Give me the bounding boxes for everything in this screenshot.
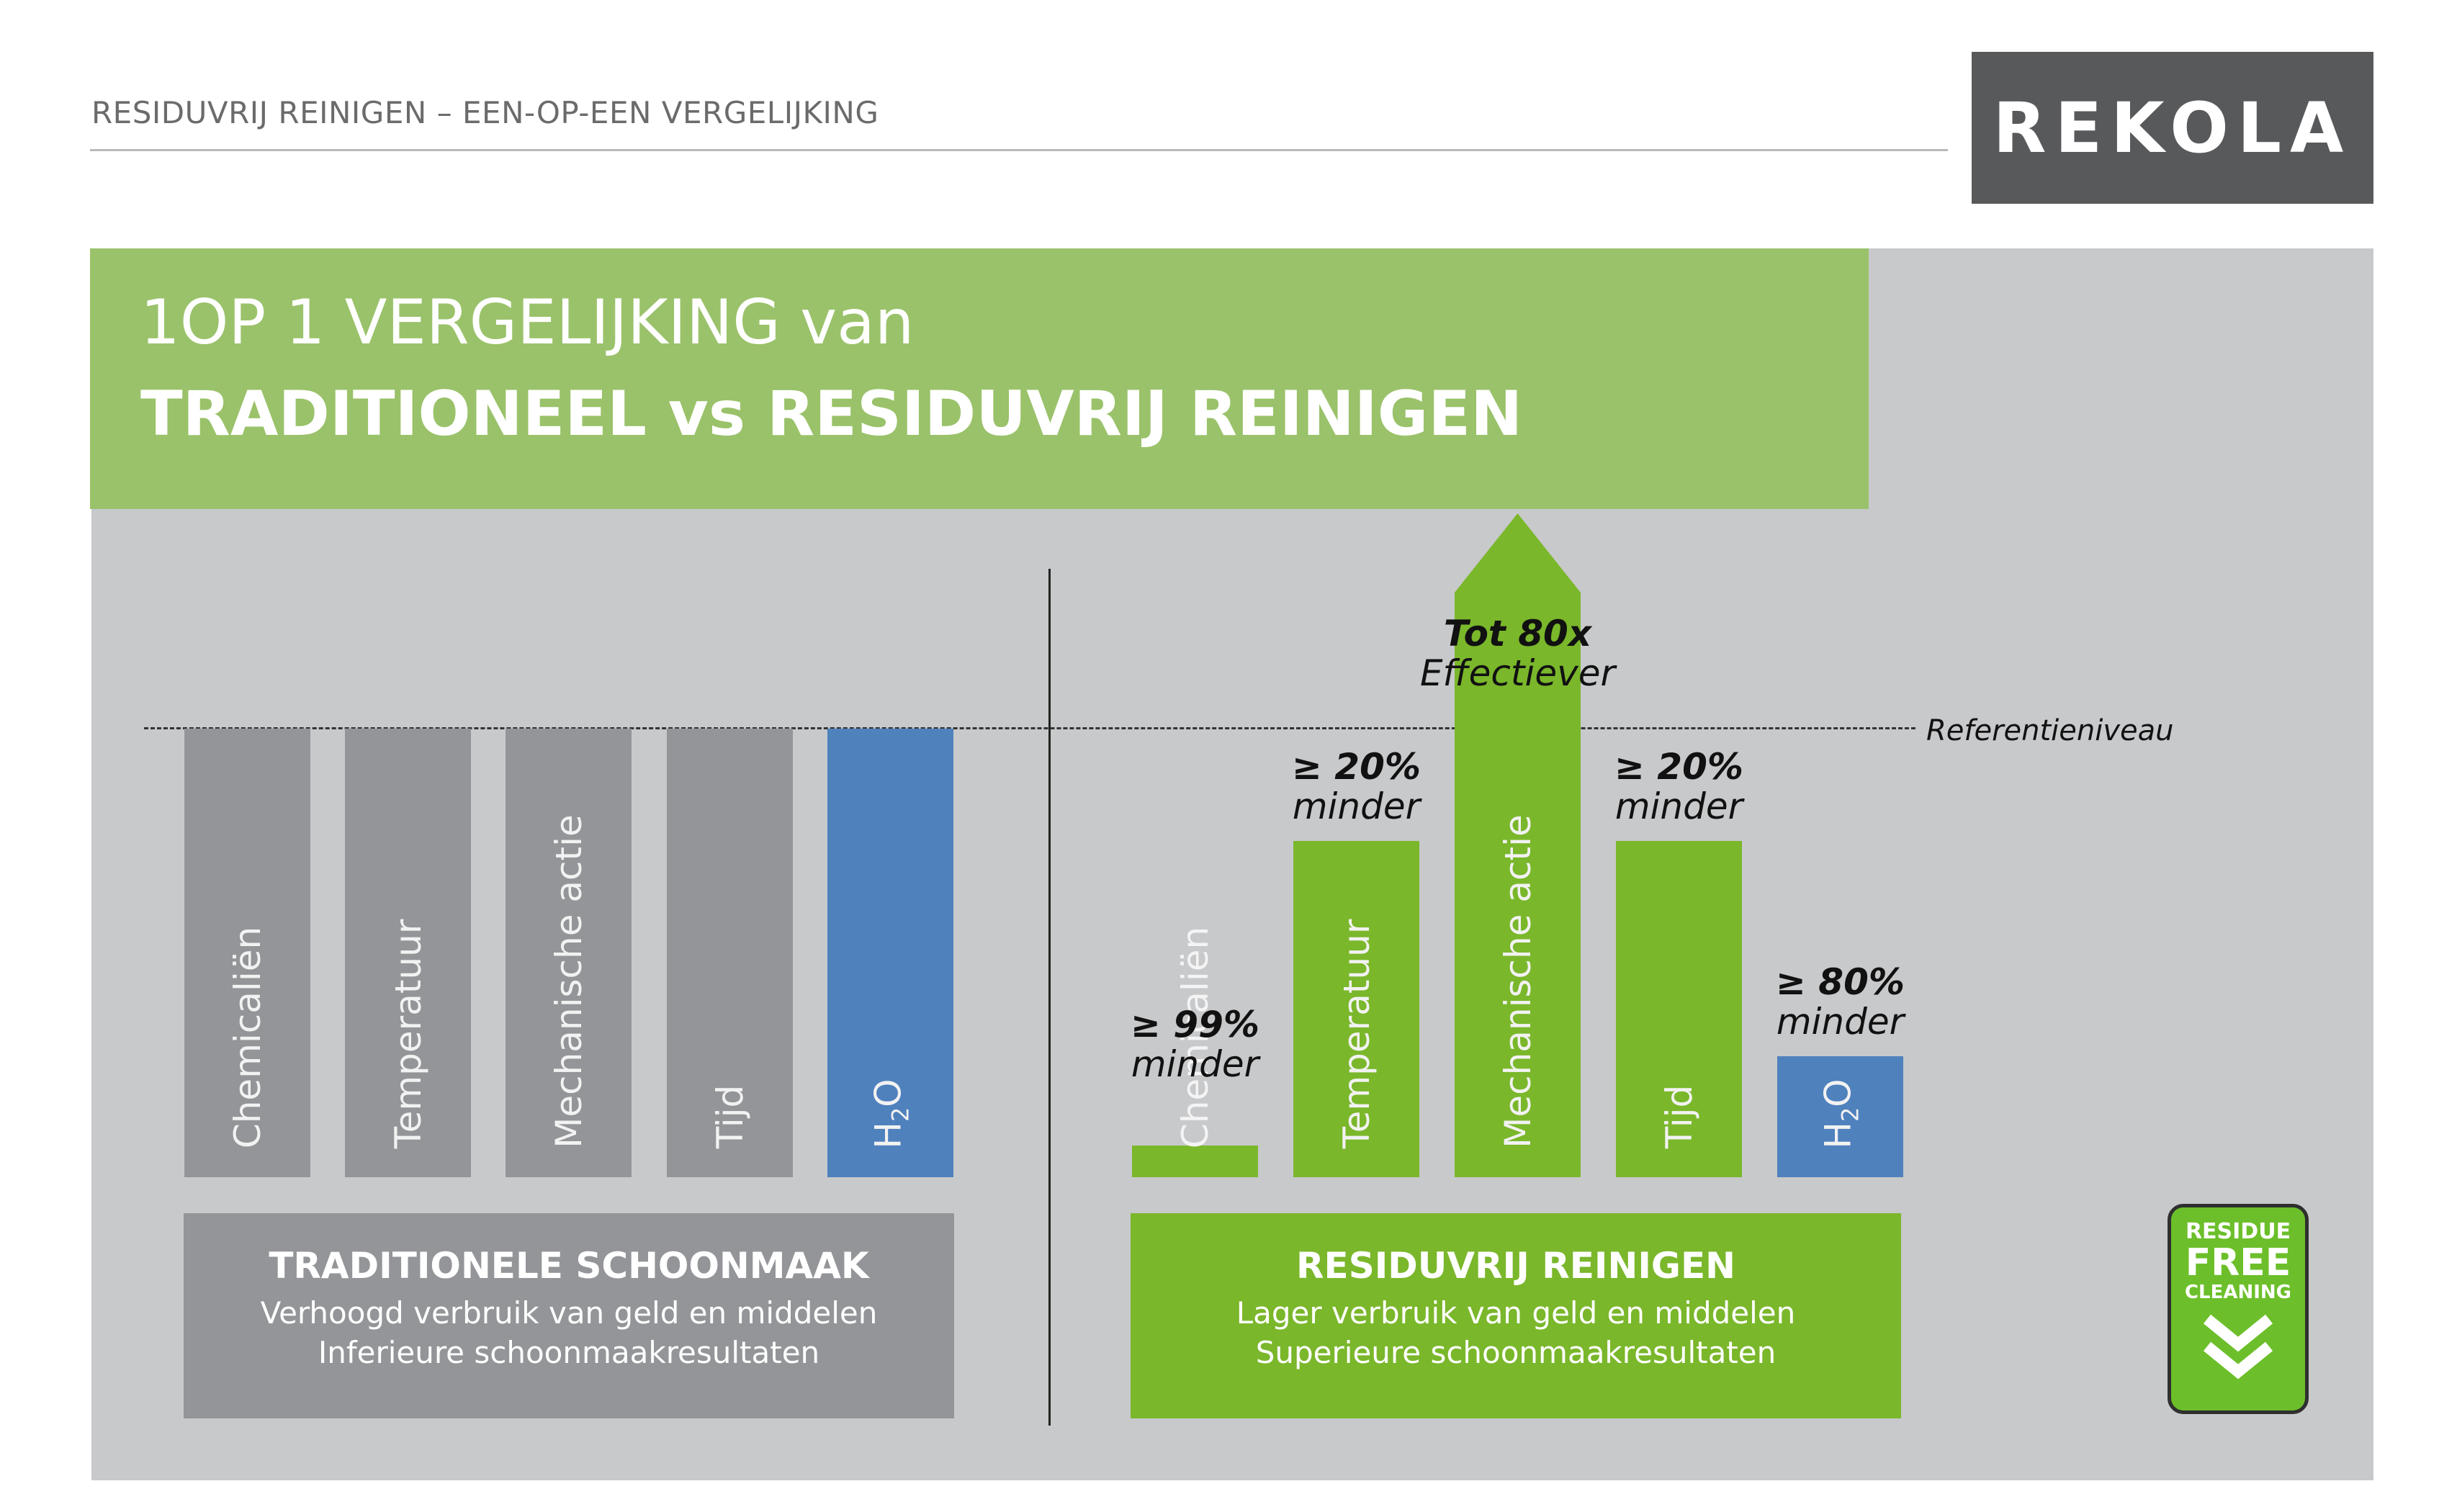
traditional-bar-mechanische-actie (506, 729, 632, 1177)
annotation-unit: minder (1776, 1000, 1905, 1043)
residue-free-bar-h2o (1777, 1056, 1903, 1177)
residue-free-summary-line: Lager verbruik van geld en middelen (1236, 1295, 1796, 1331)
bar-label: Mechanische actie (547, 814, 590, 1148)
bar-label: Tijd (1658, 1084, 1700, 1148)
bar-label: H2O (1817, 1078, 1864, 1149)
residue-free-bar-chemicali-n (1132, 1146, 1258, 1177)
badge-line: CLEANING (2184, 1282, 2292, 1303)
annotation-value: ≥ 99% (1131, 1004, 1259, 1046)
brand-logo: REKOLA (1972, 52, 2373, 204)
annotation-value: ≥ 80% (1776, 960, 1905, 1003)
traditional-summary-line: Verhoogd verbruik van geld en middelen (260, 1295, 878, 1331)
bar-annotation: ≥ 99% minder (1131, 1005, 1259, 1084)
badge-line: RESIDUE (2185, 1219, 2291, 1244)
annotation-value: Tot 80x (1443, 612, 1592, 654)
bar-annotation: ≥ 80% minder (1776, 960, 1905, 1043)
brand-logo-text: REKOLA (1993, 87, 2353, 168)
traditional-bar-tijd (667, 729, 793, 1177)
bar-label: Temperatuur (387, 919, 429, 1148)
annotation-unit: Effectiever (1419, 652, 1616, 694)
bar-annotation: ≥ 20% minder (1292, 747, 1421, 827)
annotation-unit: minder (1614, 785, 1743, 827)
residue-free-summary-line: Superieure schoonmaakresultaten (1255, 1335, 1777, 1370)
banner-subtitle: 1OP 1 VERGELIJKING van (140, 287, 915, 359)
residue-free-bar-temperatuur (1293, 840, 1419, 1177)
residue-free-summary-box: RESIDUVRIJ REINIGEN Lager verbruik van g… (1131, 1213, 1901, 1418)
annotation-value: ≥ 20% (1292, 745, 1421, 788)
chevron-down-icon (2203, 1314, 2273, 1380)
traditional-summary-title: TRADITIONELE SCHOONMAAK (269, 1245, 869, 1287)
annotation-value: ≥ 20% (1614, 745, 1743, 788)
bar-label: Mechanische actie (1496, 814, 1539, 1148)
traditional-bar-temperatuur (345, 729, 471, 1177)
banner-title: TRADITIONEEL vs RESIDUVRIJ REINIGEN (140, 378, 1523, 450)
traditional-summary-line: Inferieure schoonmaakresultaten (318, 1335, 820, 1370)
bar-annotation: ≥ 20% minder (1614, 747, 1743, 827)
residue-free-badge: RESIDUE FREE CLEANING (2168, 1204, 2309, 1414)
annotation-unit: minder (1131, 1043, 1259, 1086)
reference-line (144, 727, 1915, 729)
residue-free-bar-tijd (1616, 840, 1742, 1177)
residue-free-bar-mechanische-actie (1455, 592, 1581, 1177)
annotation-unit: minder (1292, 785, 1421, 827)
bar-label: Temperatuur (1335, 919, 1378, 1148)
bar-label: H2O (867, 1078, 914, 1149)
bar-label: Chemicaliën (226, 926, 269, 1149)
badge-line: FREE (2185, 1241, 2291, 1284)
page-title: RESIDUVRIJ REINIGEN – EEN-OP-EEN VERGELI… (91, 95, 879, 130)
section-divider (1048, 569, 1051, 1426)
header-divider (90, 149, 1948, 151)
traditional-bar-h2o (827, 729, 953, 1177)
bar-annotation: Tot 80x Effectiever (1419, 612, 1616, 694)
reference-label: Referentieniveau (1926, 714, 2174, 747)
residue-free-bar-mechanische-actie-arrowhead (1455, 513, 1581, 594)
traditional-summary-box: TRADITIONELE SCHOONMAAK Verhoogd verbrui… (184, 1213, 954, 1418)
bar-label: Tijd (709, 1084, 751, 1148)
traditional-bar-chemicali-n (184, 729, 310, 1177)
residue-free-summary-title: RESIDUVRIJ REINIGEN (1296, 1245, 1735, 1287)
title-banner (90, 248, 1869, 509)
